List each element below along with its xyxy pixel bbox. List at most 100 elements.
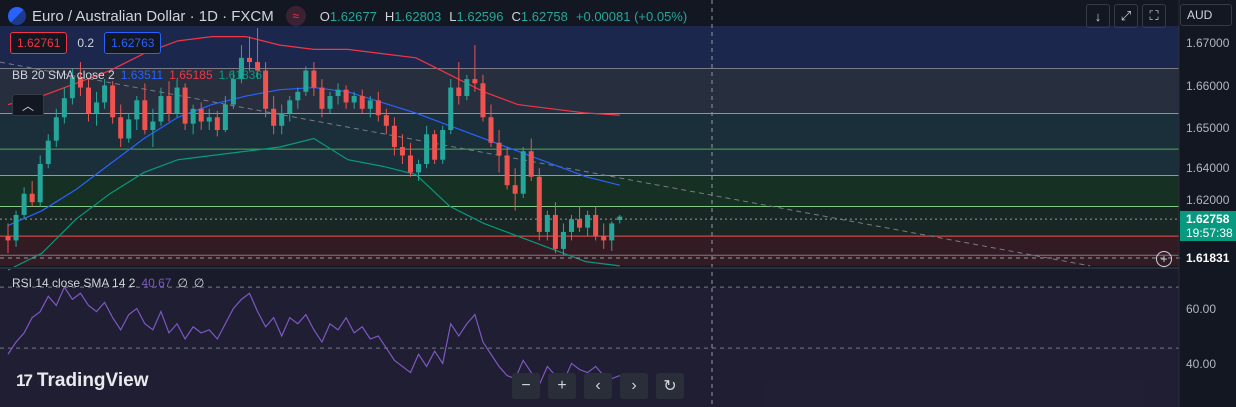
ohlc-low: L1.62596 — [449, 8, 504, 24]
candle-body — [255, 62, 261, 71]
ohlc-values: O1.62677 H1.62803 L1.62596 C1.62758 +0.0… — [320, 9, 687, 24]
candle-body — [5, 236, 11, 241]
chart-toolbar: ↓ ⤢ ⛶ — [1086, 4, 1166, 28]
price-axis-label: 1.67000 — [1186, 36, 1230, 50]
symbol-title[interactable]: Euro / Australian Dollar · 1D · FXCM — [32, 7, 274, 25]
candle-body — [440, 130, 446, 160]
candle-body — [174, 87, 180, 114]
rsi-label: RSI 14 close SMA 14 2 — [12, 276, 136, 290]
bb-upper-value: 1.65185 — [169, 68, 213, 82]
tradingview-mark-icon: 17 — [16, 371, 33, 390]
candle-countdown: 19:57:38 — [1186, 226, 1233, 240]
rsi-axis-label: 40.00 — [1186, 357, 1217, 371]
candle-body — [432, 134, 438, 160]
brand-name: TradingView — [36, 370, 149, 391]
candle-body — [335, 89, 341, 97]
zoom-out-button[interactable]: − — [512, 373, 540, 399]
candle-body — [391, 125, 397, 147]
candle-body — [206, 117, 212, 122]
bb-legend[interactable]: BB 20 SMA close 2 1.63511 1.65185 1.6183… — [12, 68, 262, 82]
trendline — [0, 61, 1091, 267]
current-price: 1.62758 — [1186, 212, 1230, 226]
candle-body — [198, 108, 204, 122]
candle-body — [528, 151, 534, 177]
candle-body — [263, 70, 269, 109]
candle-body — [351, 96, 357, 103]
candle-body — [61, 98, 67, 118]
zoom-in-button[interactable]: + — [548, 373, 576, 399]
collapse-legend-button[interactable]: ︿ — [12, 94, 44, 116]
candle-body — [399, 147, 405, 156]
chart-nav-controls: − + ‹ › ↻ — [512, 373, 684, 399]
rsi-ma2-value: ∅ — [193, 276, 205, 290]
candle-body — [102, 85, 108, 103]
candle-body — [408, 155, 413, 173]
scroll-left-button[interactable]: ‹ — [584, 373, 612, 399]
arrow-down-icon[interactable]: ↓ — [1086, 4, 1110, 28]
candle-body — [416, 163, 422, 173]
candle-body — [472, 79, 478, 84]
candle-body — [287, 100, 293, 114]
candle-body — [448, 87, 454, 131]
symbol-flag-icon — [8, 7, 26, 25]
buy-button[interactable]: 1.62763 — [104, 32, 162, 54]
rsi-line — [7, 285, 621, 386]
candle-body — [230, 79, 236, 105]
trade-buttons: 1.62761 0.2 1.62763 — [10, 32, 162, 54]
candle-body — [560, 231, 566, 249]
candle-body — [343, 89, 349, 103]
rsi-legend[interactable]: RSI 14 close SMA 14 2 40.67 ∅ ∅ — [12, 276, 204, 290]
candle-body — [110, 85, 116, 118]
ohlc-close: C1.62758 — [511, 8, 568, 24]
expand-icon[interactable]: ⤢ — [1114, 4, 1138, 28]
candle-body — [166, 96, 172, 114]
add-alert-icon[interactable]: + — [1156, 251, 1172, 267]
candle-body — [303, 70, 309, 92]
candle-body — [504, 155, 510, 186]
candle-body — [222, 104, 228, 131]
scroll-right-button[interactable]: › — [620, 373, 648, 399]
market-status-icon[interactable]: ≈ — [285, 6, 306, 26]
candle-body — [520, 151, 526, 194]
candle-body — [617, 216, 623, 221]
candle-body — [424, 134, 430, 164]
candle-body — [319, 87, 325, 109]
candle-body — [488, 117, 494, 143]
price-zone — [0, 68, 1179, 114]
fullscreen-icon[interactable]: ⛶ — [1142, 4, 1166, 28]
candle-body — [585, 214, 591, 228]
candle-body — [480, 83, 486, 118]
candle-body — [271, 108, 277, 126]
candle-body — [158, 96, 164, 122]
bb-upper-line — [7, 36, 620, 116]
candle-body — [190, 108, 196, 124]
sell-button[interactable]: 1.62761 — [10, 32, 68, 54]
candle-body — [247, 57, 252, 63]
price-zone — [0, 26, 1179, 69]
candle-body — [295, 91, 301, 101]
chevron-up-icon: ︿ — [21, 98, 34, 113]
tradingview-logo[interactable]: 17 TradingView — [16, 370, 149, 392]
price-zone — [0, 175, 1179, 207]
candle-body — [69, 76, 75, 99]
currency-select[interactable]: AUD — [1180, 4, 1232, 26]
candle-body — [601, 236, 607, 241]
candle-body — [577, 219, 583, 228]
reset-chart-button[interactable]: ↻ — [656, 373, 684, 399]
rsi-ma1-value: ∅ — [177, 276, 188, 290]
candle-body — [609, 223, 615, 241]
candle-body — [238, 57, 244, 80]
candle-body — [94, 102, 100, 114]
bb-lower-line — [7, 137, 620, 271]
candle-body — [214, 117, 220, 131]
ohlc-high: H1.62803 — [384, 8, 442, 24]
candle-body — [279, 113, 285, 126]
candle-body — [359, 96, 365, 109]
candle-body — [544, 214, 550, 232]
bb-basis-value: 1.63511 — [120, 68, 164, 82]
candle-body — [21, 193, 27, 215]
price-zone — [0, 236, 1179, 266]
rsi-axis-label: 60.00 — [1186, 302, 1217, 316]
candle-body — [593, 214, 599, 237]
